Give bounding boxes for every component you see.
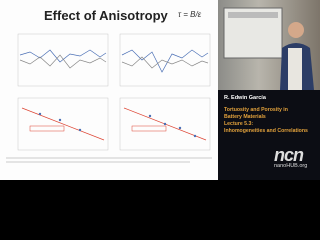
formula: τ = B/ε (178, 10, 202, 19)
presenter-name: R. Edwin García (224, 95, 266, 101)
slide: Effect of Anisotropy τ = B/ε (0, 0, 218, 180)
logo: ncn nanoHUB.org (274, 145, 307, 169)
lecture-line: Tortuosity and Porosity in (224, 107, 288, 113)
logo-site: nanoHUB.org (274, 163, 308, 169)
lecture-line: Inhomogeneities and Correlations (224, 128, 308, 134)
lecture-line: Battery Materials (224, 114, 266, 120)
logo-mark: ncn (274, 145, 304, 165)
lecture-line: Lecture 5.3: (224, 121, 254, 127)
page: Effect of Anisotropy τ = B/ε R. Edwin Ga… (0, 0, 320, 180)
slide-figures (6, 33, 212, 163)
presenter-video (218, 0, 320, 90)
info-panel: R. Edwin García Tortuosity and Porosity … (218, 90, 320, 180)
slide-title: Effect of Anisotropy (44, 8, 168, 23)
video-scene (223, 7, 314, 90)
